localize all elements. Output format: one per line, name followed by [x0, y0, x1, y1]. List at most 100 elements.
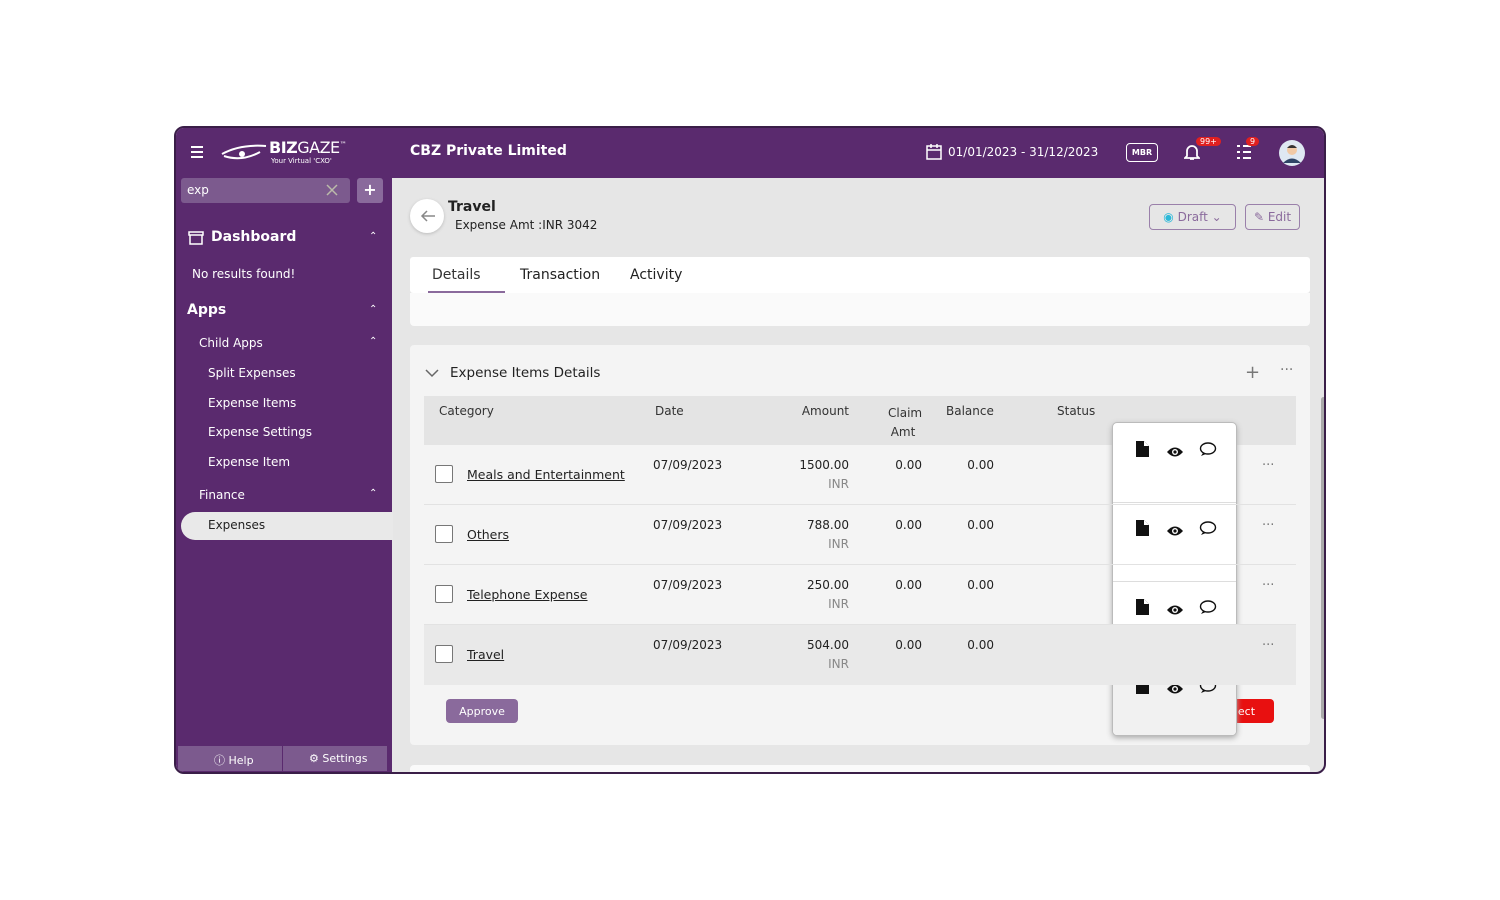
row-bg [424, 625, 1296, 685]
category-link[interactable]: Telephone Expense [467, 587, 588, 602]
settings-text: Settings [322, 752, 368, 765]
scrollbar[interactable] [1321, 397, 1324, 719]
row-divider [424, 504, 1296, 505]
back-arrow [420, 210, 435, 222]
tab[interactable]: Activity [630, 267, 683, 283]
view-icon[interactable] [1166, 680, 1184, 699]
tab[interactable]: Details [432, 267, 481, 283]
category-link[interactable]: Meals and Entertainment [467, 467, 625, 482]
row-checkbox[interactable] [435, 525, 453, 543]
logo-mark [221, 144, 267, 160]
chevron[interactable]: ⌃ [369, 336, 378, 347]
logo: BIZGAZE™ [269, 138, 347, 157]
tab-bar [410, 257, 1310, 293]
document-icon[interactable] [1135, 441, 1149, 461]
row-checkbox[interactable] [435, 465, 453, 483]
search-text: exp [187, 183, 209, 197]
section-menu[interactable]: ··· [1280, 362, 1294, 378]
sidebar-item[interactable]: Expenses [208, 518, 266, 532]
column-header: Claim Amt [888, 406, 923, 439]
comment-icon[interactable] [1199, 600, 1217, 619]
date-range[interactable]: 01/01/2023 - 31/12/2023 [948, 145, 1099, 159]
category-link[interactable]: Travel [467, 647, 505, 662]
row-checkbox[interactable] [435, 585, 453, 603]
sidebar-item[interactable]: Expense Items [208, 395, 297, 410]
date: 07/09/2023 [653, 578, 723, 592]
document-icon[interactable] [1135, 599, 1149, 619]
claim-amount: 0.00 [895, 638, 922, 652]
approve-button[interactable]: Approve [446, 699, 518, 723]
row-menu[interactable]: ··· [1262, 518, 1275, 533]
action-popup [1112, 422, 1237, 736]
dashboard-link[interactable]: Dashboard [211, 229, 297, 245]
balance: 0.00 [967, 518, 994, 532]
sidebar-item[interactable]: Split Expenses [208, 366, 296, 380]
date: 07/09/2023 [653, 638, 723, 652]
record-title: Travel [448, 199, 496, 215]
status-icon: ◉ [1163, 210, 1174, 224]
tab[interactable]: Transaction [520, 267, 601, 283]
balance: 0.00 [967, 638, 994, 652]
main-area: Travel Expense Amt :INR 3042 ◉ Draft ⌄ ✎… [392, 178, 1324, 772]
amount: 250.00 [807, 578, 849, 592]
finance-group[interactable]: Finance [199, 488, 245, 502]
sidebar-item[interactable]: Expense Settings [208, 425, 312, 440]
popup-divider [1113, 502, 1236, 503]
brand-light: GAZE [297, 138, 340, 157]
row-menu[interactable]: ··· [1262, 458, 1275, 473]
currency: INR [828, 657, 849, 671]
task-badge: 9 [1246, 137, 1260, 146]
child-apps-group[interactable]: Child Apps [199, 336, 263, 350]
amount: 788.00 [807, 518, 849, 532]
previous-card [410, 293, 1310, 326]
chevron[interactable]: ⌃ [369, 488, 378, 499]
no-results: No results found! [192, 267, 296, 281]
claim-amount: 0.00 [895, 578, 922, 592]
bell-icon[interactable] [1184, 143, 1200, 161]
add-item[interactable]: + [1245, 362, 1261, 383]
comment-icon[interactable] [1199, 521, 1217, 540]
claim-amount: 0.00 [895, 458, 922, 472]
settings-button[interactable] [283, 746, 387, 771]
column-header: Balance [946, 404, 994, 418]
clear-search[interactable] [326, 184, 338, 196]
row-divider [424, 624, 1296, 625]
edit-button[interactable]: ✎ Edit [1245, 204, 1300, 230]
company-name[interactable]: CBZ Private Limited [410, 143, 567, 159]
view-icon[interactable] [1166, 601, 1184, 620]
category-link[interactable]: Others [467, 527, 510, 542]
mbr-button[interactable]: MBR [1126, 143, 1158, 162]
add-button[interactable]: + [357, 178, 383, 203]
status-button[interactable]: ◉ Draft ⌄ [1149, 204, 1236, 230]
status-text: Draft [1177, 210, 1208, 224]
calendar-icon [926, 144, 942, 160]
comment-icon[interactable] [1199, 442, 1217, 461]
amount: 1500.00 [799, 458, 849, 472]
edit-text: Edit [1267, 210, 1292, 224]
sidebar: exp + Dashboard No results found! Apps C… [176, 178, 393, 772]
apps-group[interactable]: Apps [187, 302, 227, 318]
collapse-icon[interactable] [425, 368, 439, 378]
avatar[interactable] [1278, 139, 1306, 167]
row-divider [424, 564, 1296, 565]
chevron[interactable]: ⌃ [369, 231, 378, 242]
menu-icon[interactable] [190, 145, 204, 159]
help-label: ⓘ Help [214, 754, 254, 767]
record-subtitle: Expense Amt :INR 3042 [455, 218, 598, 232]
column-header: Date [655, 404, 684, 418]
popup-divider [1113, 581, 1236, 582]
view-icon[interactable] [1166, 443, 1184, 462]
row-menu[interactable]: ··· [1262, 638, 1275, 653]
row-menu[interactable]: ··· [1262, 578, 1275, 593]
document-icon[interactable] [1135, 520, 1149, 540]
search-box[interactable] [181, 178, 350, 203]
tasks-icon[interactable] [1236, 144, 1252, 160]
section-title: Expense Items Details [450, 365, 601, 381]
chevron[interactable]: ⌃ [369, 304, 378, 315]
row-checkbox[interactable] [435, 645, 453, 663]
sidebar-item[interactable]: Expense Item [208, 455, 291, 470]
currency: INR [828, 597, 849, 611]
column-header: Category [439, 404, 494, 418]
view-icon[interactable] [1166, 522, 1184, 541]
help-button[interactable] [178, 746, 282, 771]
